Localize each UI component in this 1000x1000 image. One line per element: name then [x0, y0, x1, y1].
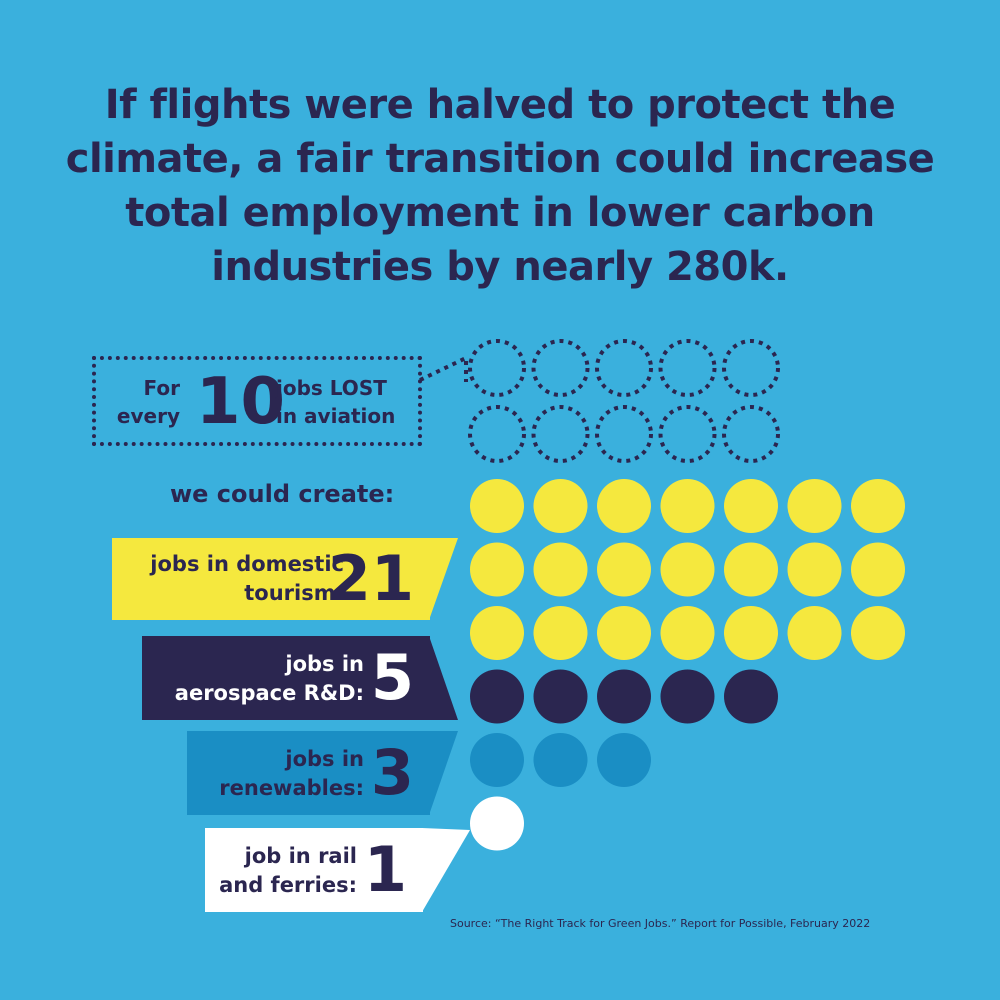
tourism-number: 21 [327, 542, 414, 615]
source-note: Source: “The Right Track for Green Jobs.… [450, 917, 871, 930]
lost-suffix-2: in aviation [276, 404, 396, 428]
aerospace-label-line-2: aerospace R&D: [174, 681, 364, 705]
aerospace-job-dot [597, 669, 651, 724]
rail-banner: job in rail and ferries: 1 [205, 828, 423, 912]
tourism-job-dot [660, 542, 715, 597]
tourism-job-dot [597, 606, 651, 660]
tourism-job-dot [787, 606, 842, 660]
tourism-job-dot [533, 479, 588, 533]
tourism-job-dot [724, 479, 778, 533]
tourism-job-dot [597, 542, 651, 597]
rail-banner-tip [422, 828, 470, 912]
lost-job-dot [658, 339, 717, 397]
renewables-banner-tip [429, 731, 458, 815]
tourism-job-dot [597, 479, 651, 533]
tourism-banner-tip [429, 538, 458, 620]
tourism-job-dot [851, 542, 905, 597]
tourism-label-line-1: jobs in domestic [150, 552, 344, 576]
create-label: we could create: [170, 480, 395, 508]
renewables-job-dot [533, 733, 588, 787]
rail-number: 1 [363, 833, 407, 906]
jobs-lost-callout: For every 10 jobs LOST in aviation [92, 356, 422, 446]
lost-job-dot [468, 405, 526, 463]
lost-job-dot [468, 339, 526, 397]
renewables-job-dot [470, 733, 524, 787]
tourism-job-dot [660, 479, 715, 533]
renewables-label-line-2: renewables: [219, 776, 364, 800]
tourism-job-dot [787, 542, 842, 597]
aerospace-job-dot [533, 669, 588, 724]
tourism-job-dot [470, 606, 524, 660]
aerospace-job-dot [470, 669, 524, 724]
aerospace-banner-tip [429, 636, 458, 720]
lost-job-dot [531, 339, 590, 397]
aerospace-job-dot [660, 669, 715, 724]
aerospace-banner: jobs in aerospace R&D: 5 [142, 636, 430, 720]
tourism-label-line-2: tourism: [244, 581, 344, 605]
lost-job-dot [722, 339, 780, 397]
tourism-job-dot [470, 479, 524, 533]
lost-callout-pointer [419, 354, 468, 382]
renewables-label-line-1: jobs in [285, 747, 364, 771]
lost-prefix-1: For [143, 376, 180, 400]
aerospace-number: 5 [370, 641, 414, 714]
aerospace-job-dot [724, 669, 778, 724]
tourism-job-dot [724, 606, 778, 660]
aerospace-label: jobs in aerospace R&D: [175, 650, 364, 708]
renewables-job-dot [597, 733, 651, 787]
lost-job-dot [722, 405, 780, 463]
rail-label-line-1: job in rail [244, 844, 357, 868]
tourism-label: jobs in domestic tourism: [150, 550, 344, 608]
lost-job-dot [595, 405, 653, 463]
rail-job-dot [470, 796, 524, 851]
page-title: If flights were halved to protect the cl… [65, 82, 935, 290]
tourism-job-dot [533, 606, 588, 660]
lost-job-dot [658, 405, 717, 463]
tourism-job-dot [851, 606, 905, 660]
tourism-job-dot [787, 479, 842, 533]
tourism-job-dot [470, 542, 524, 597]
tourism-job-dot [851, 479, 905, 533]
renewables-banner: jobs in renewables: 3 [187, 731, 430, 815]
lost-number: 10 [196, 365, 286, 439]
lost-prefix-2: every [116, 404, 180, 428]
tourism-job-dot [660, 606, 715, 660]
tourism-job-dot [724, 542, 778, 597]
lost-job-dot [595, 339, 653, 397]
rail-label-line-2: and ferries: [219, 873, 357, 897]
tourism-job-dot [533, 542, 588, 597]
rail-label: job in rail and ferries: [219, 842, 357, 900]
aerospace-label-line-1: jobs in [285, 652, 364, 676]
renewables-label: jobs in renewables: [219, 745, 364, 803]
renewables-number: 3 [370, 736, 414, 809]
lost-job-dot [531, 405, 590, 463]
tourism-banner: jobs in domestic tourism: 21 [112, 538, 430, 620]
lost-suffix-1: jobs LOST [276, 376, 387, 400]
